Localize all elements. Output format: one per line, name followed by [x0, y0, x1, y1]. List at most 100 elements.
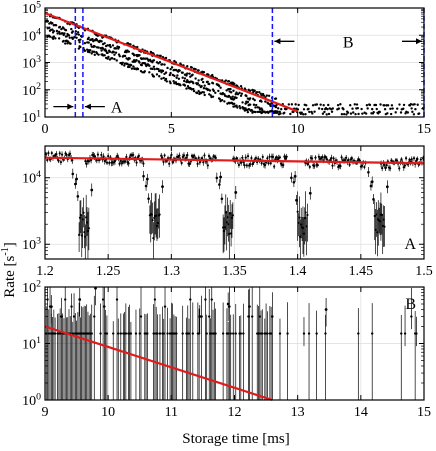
data-point: [101, 298, 105, 301]
data-point: [58, 152, 61, 155]
data-point: [176, 74, 179, 77]
data-point: [372, 110, 375, 114]
data-point: [78, 298, 82, 301]
data-point: [262, 94, 266, 97]
panel-label-a: A: [404, 236, 416, 253]
data-point: [320, 107, 324, 111]
data-point: [308, 191, 312, 195]
data-point: [203, 93, 206, 97]
data-point: [342, 112, 346, 116]
data-point: [51, 37, 55, 40]
data-point: [292, 110, 295, 114]
data-point: [254, 156, 258, 160]
data-point: [238, 105, 241, 108]
data-point: [402, 103, 406, 107]
data-point: [116, 154, 119, 157]
data-point: [151, 67, 154, 71]
data-point: [97, 46, 100, 49]
x-tick-label: 1.4: [289, 264, 307, 279]
data-point: [311, 104, 315, 107]
data-point: [217, 89, 220, 93]
data-point: [58, 25, 62, 29]
data-point: [330, 110, 334, 113]
data-point: [412, 113, 416, 116]
data-point: [46, 298, 49, 301]
data-point: [212, 89, 215, 93]
data-point: [191, 332, 195, 335]
data-point: [114, 51, 118, 54]
data-point: [317, 107, 321, 110]
data-point: [71, 37, 74, 41]
data-point: [201, 80, 205, 84]
data-point: [246, 110, 250, 114]
data-point: [249, 163, 252, 166]
data-point: [175, 332, 178, 335]
data-point: [257, 332, 260, 335]
data-point: [132, 65, 135, 68]
data-point: [321, 156, 324, 159]
data-point: [105, 161, 109, 164]
data-point: [52, 35, 56, 38]
data-point: [112, 50, 115, 54]
data-point: [91, 37, 94, 41]
data-point: [324, 156, 327, 159]
data-point: [269, 104, 272, 108]
data-point: [253, 98, 256, 102]
data-point: [87, 41, 90, 44]
data-point: [178, 69, 181, 72]
data-point: [70, 305, 73, 308]
data-point: [259, 92, 262, 96]
data-point: [67, 40, 70, 43]
data-point: [197, 90, 200, 93]
data-point: [240, 92, 244, 95]
data-point: [139, 315, 143, 318]
data-point: [46, 158, 49, 162]
data-point: [63, 32, 66, 35]
data-point: [77, 33, 81, 36]
data-point: [302, 332, 306, 335]
data-point: [236, 106, 239, 109]
data-point: [90, 188, 94, 192]
data-point: [245, 164, 248, 167]
data-point: [157, 68, 160, 71]
data-point: [297, 103, 300, 107]
data-point: [315, 103, 319, 106]
data-point: [385, 164, 388, 167]
data-point: [111, 57, 114, 60]
data-point: [119, 332, 123, 335]
data-point: [181, 71, 184, 74]
data-point: [274, 105, 278, 109]
data-point: [250, 108, 253, 112]
data-point: [247, 315, 250, 318]
data-point: [168, 162, 171, 165]
y-axis-label-end: ]: [2, 242, 18, 247]
data-point: [100, 40, 103, 43]
data-point: [65, 153, 68, 156]
data-point: [287, 103, 291, 106]
data-point: [326, 107, 329, 111]
data-point: [137, 154, 140, 157]
data-point: [160, 77, 163, 80]
data-point: [252, 103, 256, 106]
data-point: [128, 57, 131, 60]
data-point: [342, 108, 345, 111]
x-tick-label: 0: [42, 122, 49, 137]
data-point: [60, 315, 63, 318]
data-point: [58, 332, 62, 335]
data-point: [144, 184, 148, 188]
data-point: [415, 159, 418, 162]
data-series: [45, 150, 424, 259]
data-point: [396, 107, 399, 110]
data-point: [351, 107, 354, 110]
data-point: [275, 156, 278, 159]
data-point: [57, 159, 60, 162]
data-point: [197, 156, 200, 159]
data-point: [415, 332, 418, 335]
data-point: [103, 42, 106, 45]
x-tick-label: 15: [417, 405, 431, 420]
data-point: [46, 19, 49, 23]
data-point: [130, 67, 134, 70]
y-tick-label: 104: [22, 27, 41, 45]
